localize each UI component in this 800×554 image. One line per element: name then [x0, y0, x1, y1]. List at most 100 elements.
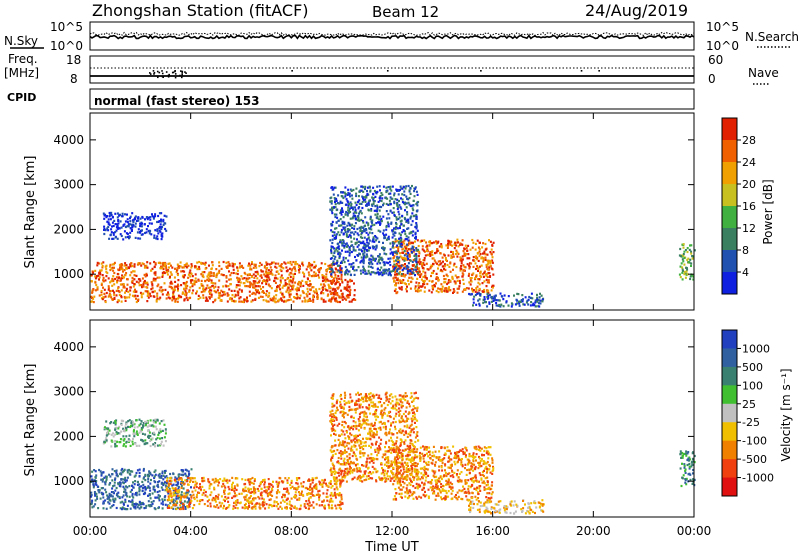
range-cell: [254, 263, 257, 266]
range-cell: [288, 267, 291, 270]
range-cell: [244, 502, 247, 505]
range-cell: [281, 299, 283, 302]
range-cell: [164, 227, 167, 231]
range-cell: [271, 273, 274, 276]
range-cell: [112, 279, 115, 283]
range-cell: [235, 500, 238, 503]
range-cell: [252, 499, 255, 502]
range-cell: [400, 440, 403, 443]
range-cell: [184, 468, 187, 471]
range-cell: [109, 213, 112, 216]
range-cell: [337, 231, 340, 234]
range-cell: [142, 283, 145, 286]
range-cell: [211, 264, 214, 267]
range-cell: [336, 250, 339, 253]
range-cell: [534, 299, 537, 302]
range-cell: [453, 290, 456, 293]
range-cell: [461, 239, 464, 242]
range-cell: [403, 216, 406, 220]
range-cell: [355, 448, 358, 451]
range-cell: [435, 289, 438, 293]
range-cell: [237, 284, 240, 287]
range-cell: [113, 296, 116, 299]
range-cell: [108, 494, 111, 497]
range-cell: [194, 484, 197, 487]
range-cell: [447, 289, 450, 292]
range-cell: [129, 490, 132, 493]
range-cell: [374, 195, 377, 198]
range-cell: [139, 237, 142, 240]
range-cell: [402, 256, 405, 260]
range-cell: [164, 263, 166, 266]
range-cell: [333, 234, 336, 237]
range-cell: [170, 264, 172, 267]
range-cell: [392, 277, 395, 280]
range-cell: [147, 477, 150, 481]
range-cell: [389, 263, 392, 267]
range-cell: [382, 204, 384, 207]
range-cell: [154, 473, 157, 476]
range-cell: [397, 260, 400, 264]
range-cell: [407, 266, 410, 269]
range-cell: [359, 269, 362, 272]
range-cell: [369, 227, 371, 230]
range-cell: [267, 276, 270, 279]
range-cell: [193, 279, 196, 283]
range-cell: [225, 275, 228, 278]
range-cell: [345, 451, 348, 454]
range-cell: [397, 272, 400, 275]
range-cell: [333, 472, 336, 476]
range-cell: [236, 272, 239, 276]
range-cell: [370, 258, 373, 261]
range-cell: [377, 260, 380, 263]
range-cell: [297, 266, 300, 269]
range-cell: [118, 290, 121, 294]
range-cell: [366, 255, 369, 258]
range-cell: [254, 293, 257, 296]
range-cell: [330, 186, 333, 189]
range-cell: [269, 297, 272, 300]
range-cell: [115, 276, 118, 279]
range-cell: [400, 274, 403, 277]
range-cell: [210, 295, 213, 298]
range-cell: [399, 409, 402, 412]
range-cell: [344, 186, 347, 189]
range-cell: [286, 497, 289, 500]
range-cell: [480, 275, 483, 278]
range-cell: [363, 244, 366, 247]
range-cell: [289, 262, 292, 265]
range-cell: [126, 283, 129, 286]
range-cell: [163, 271, 166, 275]
freq-panel-frame: [89, 55, 695, 84]
range-cell: [405, 246, 408, 249]
range-cell: [213, 289, 216, 292]
range-cell: [191, 490, 194, 493]
range-cell: [272, 299, 274, 302]
range-cell: [401, 281, 404, 284]
range-cell: [332, 296, 335, 299]
range-cell: [541, 298, 544, 301]
range-cell: [363, 228, 366, 231]
range-cell: [482, 275, 485, 278]
range-cell: [322, 283, 325, 286]
range-cell: [227, 285, 230, 288]
range-cell: [378, 253, 381, 256]
range-cell: [368, 403, 371, 406]
range-cell: [327, 485, 330, 488]
range-cell: [260, 487, 263, 491]
range-cell: [342, 430, 345, 433]
range-cell: [142, 281, 145, 284]
range-cell: [463, 252, 466, 255]
range-cell: [383, 263, 386, 266]
range-cell: [346, 213, 349, 216]
range-cell: [333, 491, 336, 494]
range-cell: [390, 436, 392, 439]
range-cell: [147, 480, 150, 483]
range-cell: [169, 489, 172, 492]
range-cell: [286, 288, 289, 291]
range-cell: [419, 275, 422, 278]
range-cell: [305, 500, 308, 503]
range-cell: [485, 265, 488, 268]
range-cell: [345, 269, 348, 273]
range-cell: [109, 218, 112, 221]
